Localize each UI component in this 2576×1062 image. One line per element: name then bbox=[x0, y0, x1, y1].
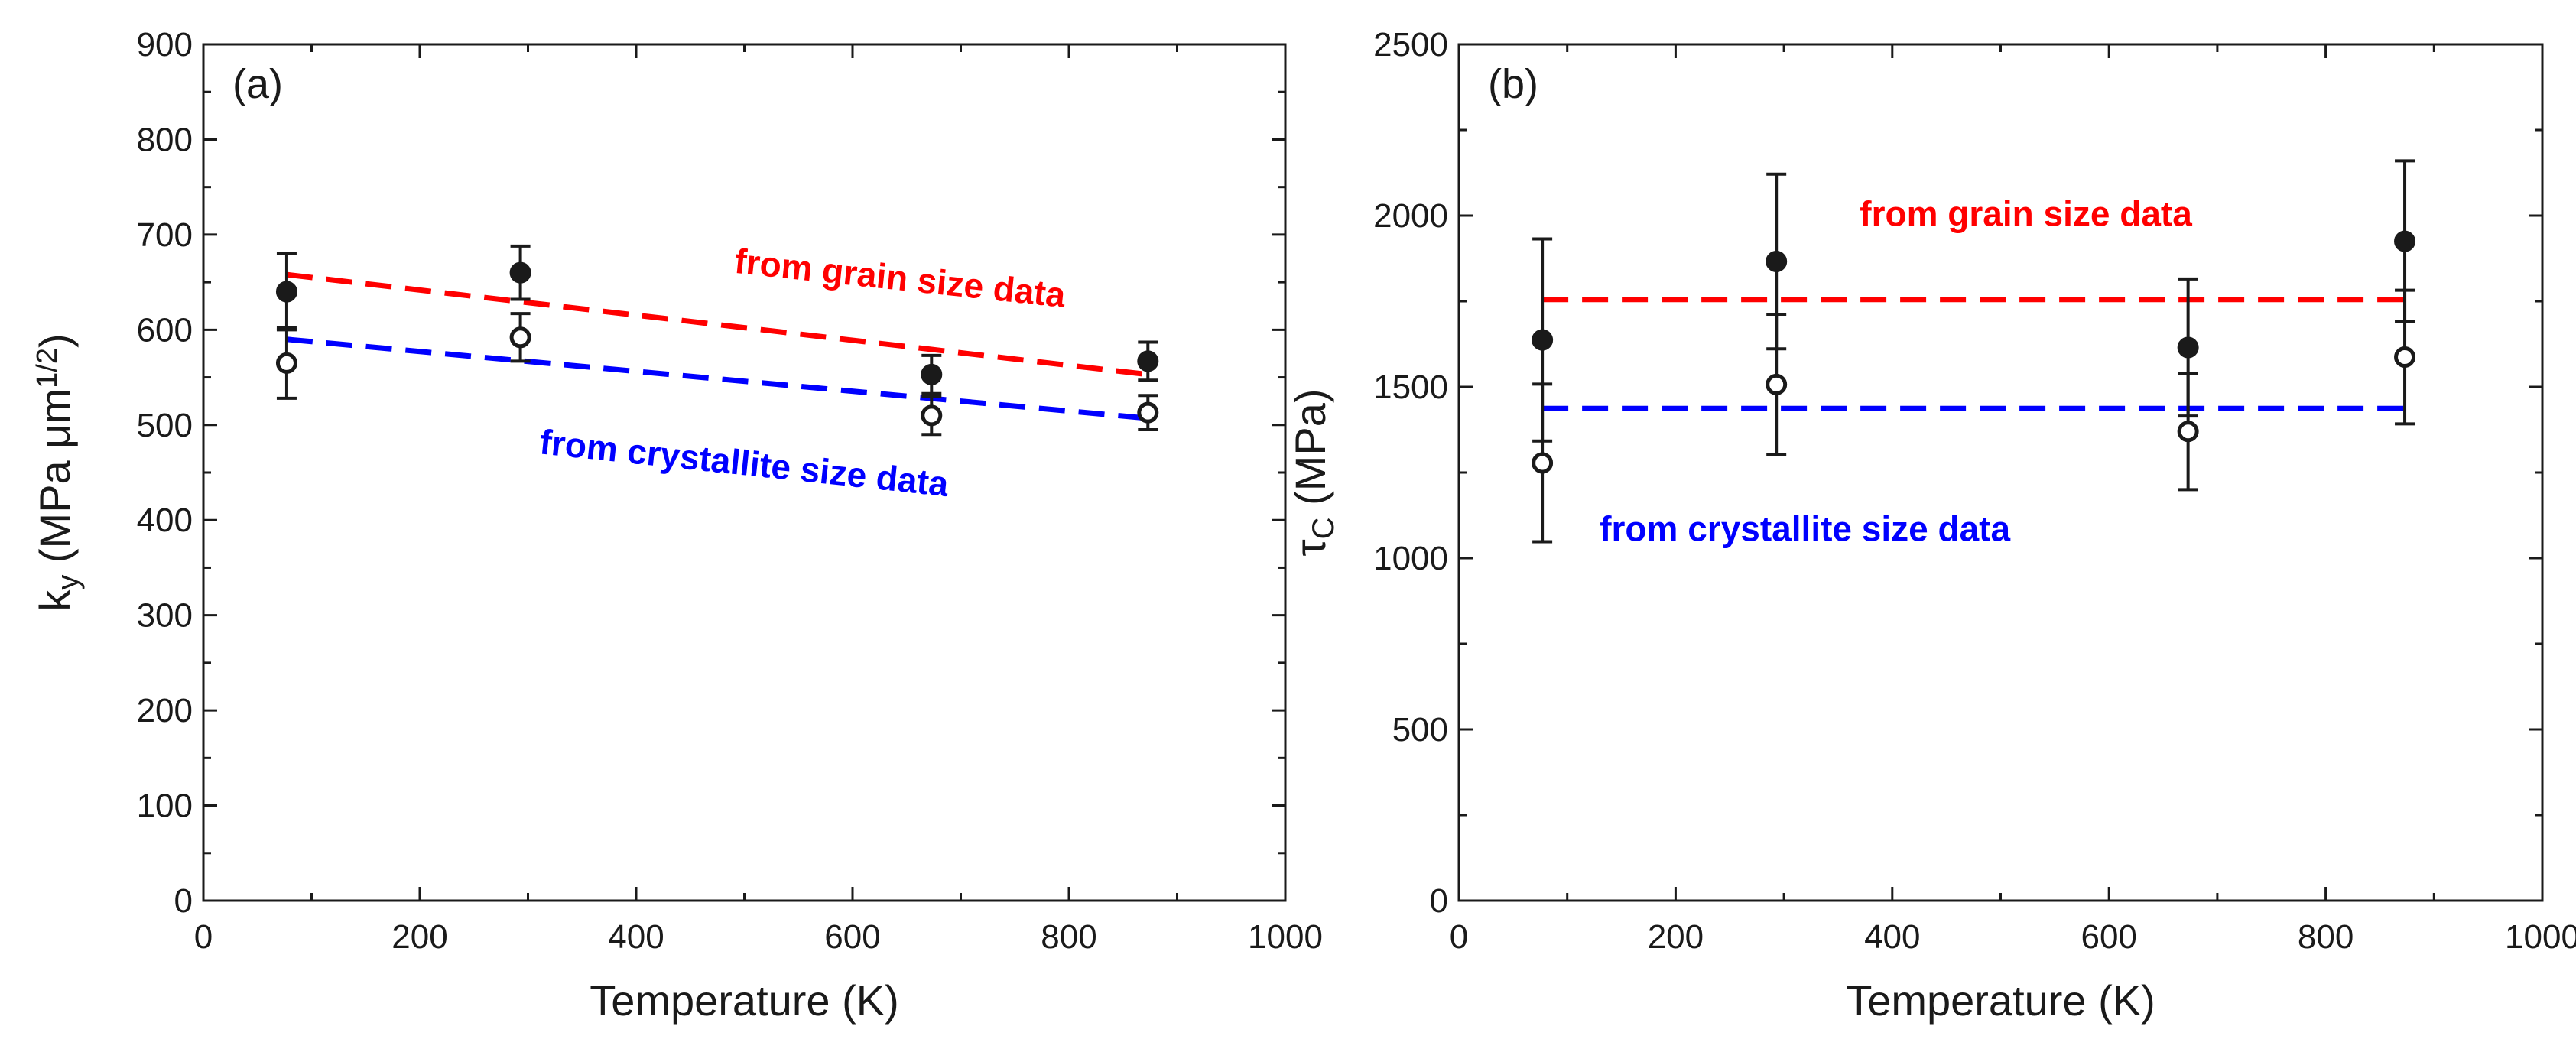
chart-panel-a: 0 200 400 600 800 1000 0 100 200 300 400 500 600 700 8… bbox=[31, 26, 1323, 1025]
x-tick-label: 200 bbox=[1648, 918, 1704, 956]
panel-label: (b) bbox=[1488, 61, 1538, 107]
x-tick-label: 800 bbox=[1041, 918, 1096, 956]
y-tick-label: 1500 bbox=[1373, 369, 1448, 406]
y-tick-label: 300 bbox=[137, 597, 193, 635]
y-title-symbol: k bbox=[31, 589, 79, 612]
fit-line-crystallite-size bbox=[286, 336, 1148, 421]
x-tick-label: 800 bbox=[2298, 918, 2353, 956]
panel-label: (a) bbox=[232, 61, 283, 107]
x-tick-label: 200 bbox=[391, 918, 447, 956]
annotation-crystallite-size: from crystallite size data bbox=[1600, 509, 2010, 549]
y-title-units: (MPa) bbox=[1286, 388, 1334, 517]
x-tick-label: 400 bbox=[608, 918, 664, 956]
y-tick-label: 200 bbox=[137, 692, 193, 729]
y-tick-label: 400 bbox=[137, 502, 193, 539]
y-tick-label: 1000 bbox=[1373, 540, 1448, 577]
data-point-grain-size bbox=[921, 363, 943, 385]
data-point-crystallite-size bbox=[1766, 373, 1788, 395]
y-title-superscript: 1/2 bbox=[31, 348, 63, 388]
x-tick-label: 0 bbox=[194, 918, 213, 956]
y-tick-label: 2000 bbox=[1373, 197, 1448, 235]
y-title-close-paren: ) bbox=[31, 333, 79, 348]
data-point-grain-size bbox=[1766, 251, 1788, 273]
y-tick-label: 100 bbox=[137, 788, 193, 825]
y-axis-title: τC (MPa) bbox=[1286, 388, 1340, 556]
data-point-grain-size bbox=[2177, 336, 2199, 359]
x-tick-label: 0 bbox=[1450, 918, 1468, 956]
chart-panel-b: 0 200 400 600 800 1000 0 500 1000 1500 2000 2500 Tem… bbox=[1286, 26, 2576, 1025]
y-tick-label: 900 bbox=[137, 26, 193, 63]
annotation-grain-size: from grain size data bbox=[1860, 193, 2192, 233]
y-tick-label: 800 bbox=[137, 121, 193, 158]
data-point-grain-size bbox=[2394, 230, 2416, 252]
y-tick-label: 0 bbox=[174, 882, 193, 920]
y-tick-label: 2500 bbox=[1373, 26, 1448, 63]
x-tick-label: 600 bbox=[2081, 918, 2136, 956]
annotation-grain-size: from grain size data bbox=[733, 241, 1067, 315]
y-tick-label: 700 bbox=[137, 216, 193, 254]
y-axis-title: ky (MPa μm1/2) bbox=[31, 333, 85, 611]
plot-frame bbox=[1457, 43, 2544, 902]
data-point-crystallite-size bbox=[921, 404, 943, 427]
y-title-subscript: y bbox=[51, 575, 85, 590]
x-axis-title: Temperature (K) bbox=[590, 976, 899, 1025]
fit-line-grain-size bbox=[286, 271, 1148, 378]
data-point-grain-size bbox=[509, 261, 531, 284]
data-point-crystallite-size bbox=[1532, 452, 1554, 474]
x-tick-label: 600 bbox=[824, 918, 880, 956]
data-point-crystallite-size bbox=[2394, 346, 2416, 369]
y-tick-label: 500 bbox=[137, 407, 193, 444]
y-title-units: (MPa μm bbox=[31, 388, 79, 575]
y-tick-label: 0 bbox=[1430, 882, 1448, 920]
x-axis-title: Temperature (K) bbox=[1846, 976, 2155, 1025]
annotation-crystallite-size: from crystallite size data bbox=[538, 421, 951, 504]
y-tick-label: 600 bbox=[137, 311, 193, 349]
x-tick-label: 400 bbox=[1864, 918, 1920, 956]
data-point-grain-size bbox=[1137, 350, 1159, 372]
data-point-crystallite-size bbox=[2177, 421, 2199, 443]
data-point-crystallite-size bbox=[1137, 401, 1159, 424]
data-point-grain-size bbox=[1532, 329, 1554, 351]
y-tick-label: 500 bbox=[1392, 711, 1448, 749]
x-tick-label: 1000 bbox=[1248, 918, 1323, 956]
y-title-symbol: τ bbox=[1286, 539, 1334, 556]
data-point-grain-size bbox=[275, 281, 297, 303]
data-point-crystallite-size bbox=[275, 352, 297, 374]
y-title-subscript: C bbox=[1307, 517, 1340, 539]
x-tick-label: 1000 bbox=[2505, 918, 2576, 956]
data-point-crystallite-size bbox=[509, 326, 531, 349]
